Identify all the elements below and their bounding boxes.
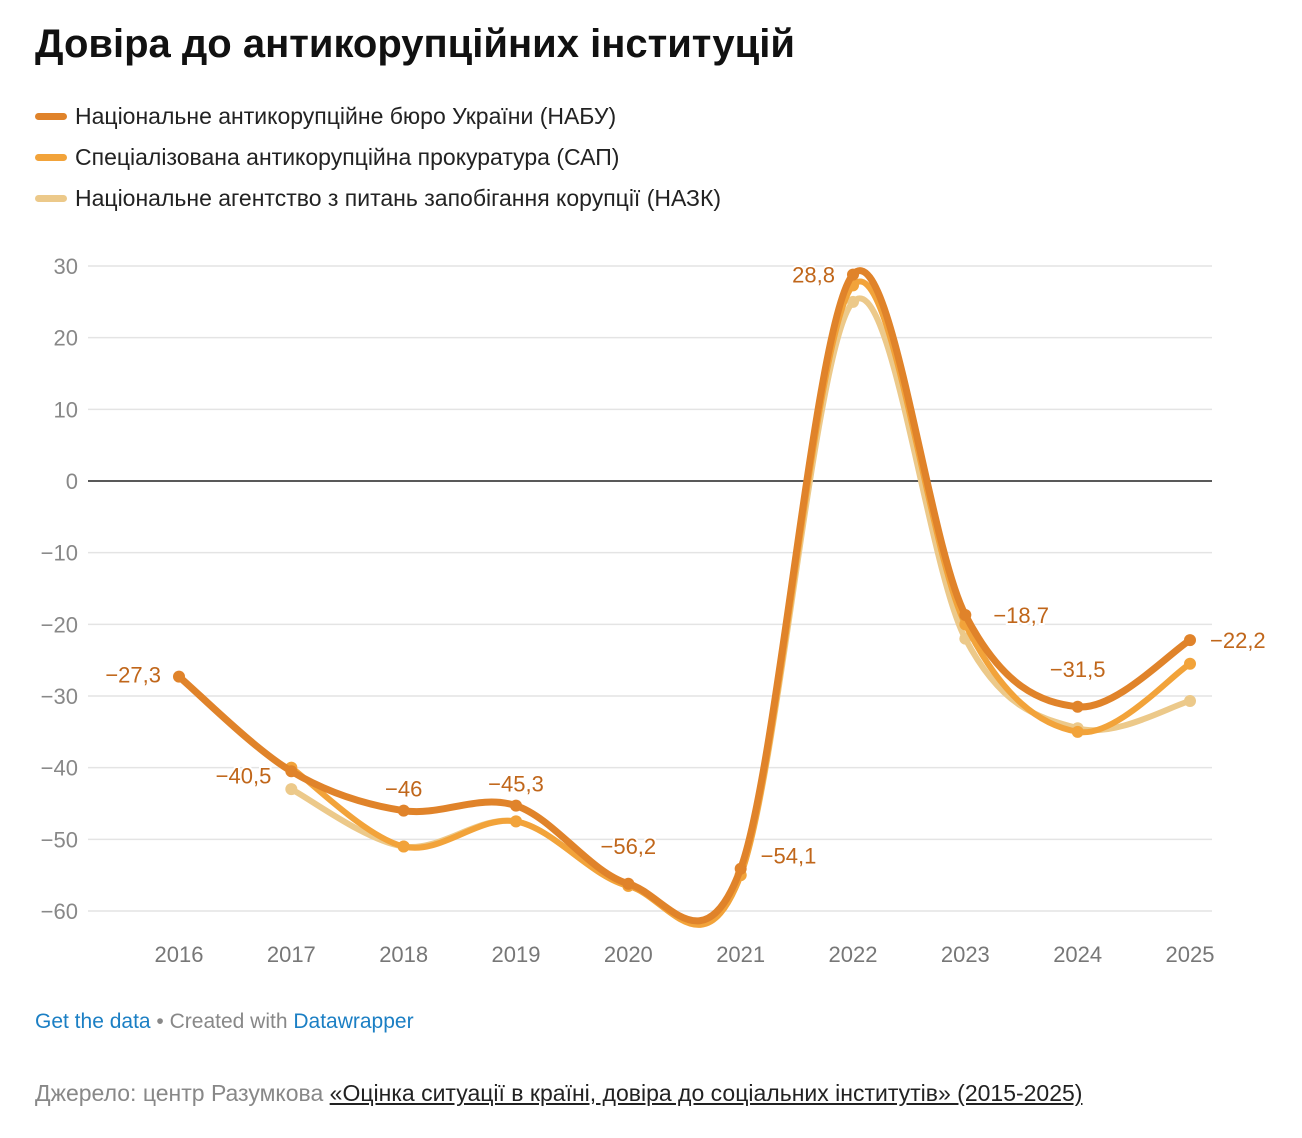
legend-label: Національне агентство з питань запобіган… <box>75 185 722 211</box>
data-label: 28,8 <box>792 263 835 288</box>
x-tick-label: 2020 <box>604 942 653 967</box>
y-tick-label: −20 <box>41 612 78 637</box>
data-point <box>173 670 185 683</box>
data-point <box>847 295 859 308</box>
data-point <box>622 877 635 890</box>
legend-item-nabu: Національне антикорупційне бюро України … <box>35 96 721 137</box>
series-line-1 <box>288 278 1193 928</box>
source: Джерело: центр Разумкова «Оцінка ситуаці… <box>35 1080 1082 1107</box>
legend-swatch <box>35 154 67 161</box>
data-label: −27,3 <box>105 663 161 688</box>
source-link[interactable]: «Оцінка ситуації в країні, довіра до соц… <box>329 1080 1083 1106</box>
chart-title: Довіра до антикорупційних інституцій <box>35 22 795 66</box>
y-tick-label: 30 <box>54 254 78 279</box>
get-data-link[interactable]: Get the data <box>35 1010 151 1033</box>
y-tick-label: −30 <box>41 684 78 709</box>
y-tick-label: −50 <box>41 827 78 852</box>
data-label: −56,2 <box>600 834 656 859</box>
data-point <box>285 783 298 796</box>
data-point <box>1071 700 1084 713</box>
data-point <box>1184 657 1196 670</box>
data-label: −54,1 <box>761 844 817 869</box>
legend-swatch <box>35 113 67 120</box>
data-point <box>510 799 522 812</box>
data-point <box>1071 725 1084 738</box>
y-tick-label: −60 <box>41 899 78 924</box>
x-tick-label: 2024 <box>1053 942 1102 967</box>
line-chart: 30 20 10 0 −10 −20 −30 −40 −50 −60 2016 2017 2018 201… <box>41 254 1268 967</box>
source-prefix: Джерело: центр Разумкова <box>35 1080 330 1106</box>
data-point <box>510 815 522 828</box>
data-point <box>847 268 859 281</box>
data-point <box>734 862 747 875</box>
legend-item-nazk: Національне агентство з питань запобіган… <box>35 178 721 219</box>
x-tick-label: 2016 <box>155 942 204 967</box>
footer-links: Get the data • Created with Datawrapper <box>35 1010 414 1034</box>
series-line-2 <box>288 295 1193 927</box>
data-point <box>959 609 972 622</box>
legend: Національне антикорупційне бюро України … <box>35 96 721 219</box>
y-tick-label: −10 <box>41 541 78 566</box>
data-label: −45,3 <box>488 772 544 797</box>
data-point <box>397 804 410 817</box>
data-point <box>1184 634 1196 647</box>
datawrapper-link[interactable]: Datawrapper <box>293 1010 414 1033</box>
y-tick-label: 10 <box>54 397 78 422</box>
x-tick-label: 2018 <box>379 942 428 967</box>
y-tick-label: 0 <box>66 469 78 494</box>
y-tick-label: 20 <box>54 326 78 351</box>
x-tick-label: 2017 <box>267 942 316 967</box>
legend-label: Національне антикорупційне бюро України … <box>75 103 617 129</box>
data-point <box>397 840 410 853</box>
legend-label: Спеціалізована антикорупційна прокуратур… <box>75 144 620 170</box>
legend-swatch <box>35 195 67 202</box>
data-label: −46 <box>385 777 422 802</box>
data-label: −31,5 <box>1050 657 1106 682</box>
series-line-0 <box>175 267 1194 925</box>
x-tick-label: 2019 <box>492 942 541 967</box>
x-tick-label: 2023 <box>941 942 990 967</box>
data-label: −22,2 <box>1210 628 1266 653</box>
data-point <box>285 765 298 778</box>
created-with: • Created with <box>150 1010 294 1033</box>
x-tick-label: 2022 <box>829 942 878 967</box>
legend-item-sap: Спеціалізована антикорупційна прокуратур… <box>35 137 721 178</box>
x-tick-label: 2025 <box>1166 942 1215 967</box>
data-point <box>1184 695 1196 708</box>
data-label: −18,7 <box>993 603 1049 628</box>
data-label: −40,5 <box>216 763 272 788</box>
y-tick-label: −40 <box>41 756 78 781</box>
x-tick-label: 2021 <box>716 942 765 967</box>
